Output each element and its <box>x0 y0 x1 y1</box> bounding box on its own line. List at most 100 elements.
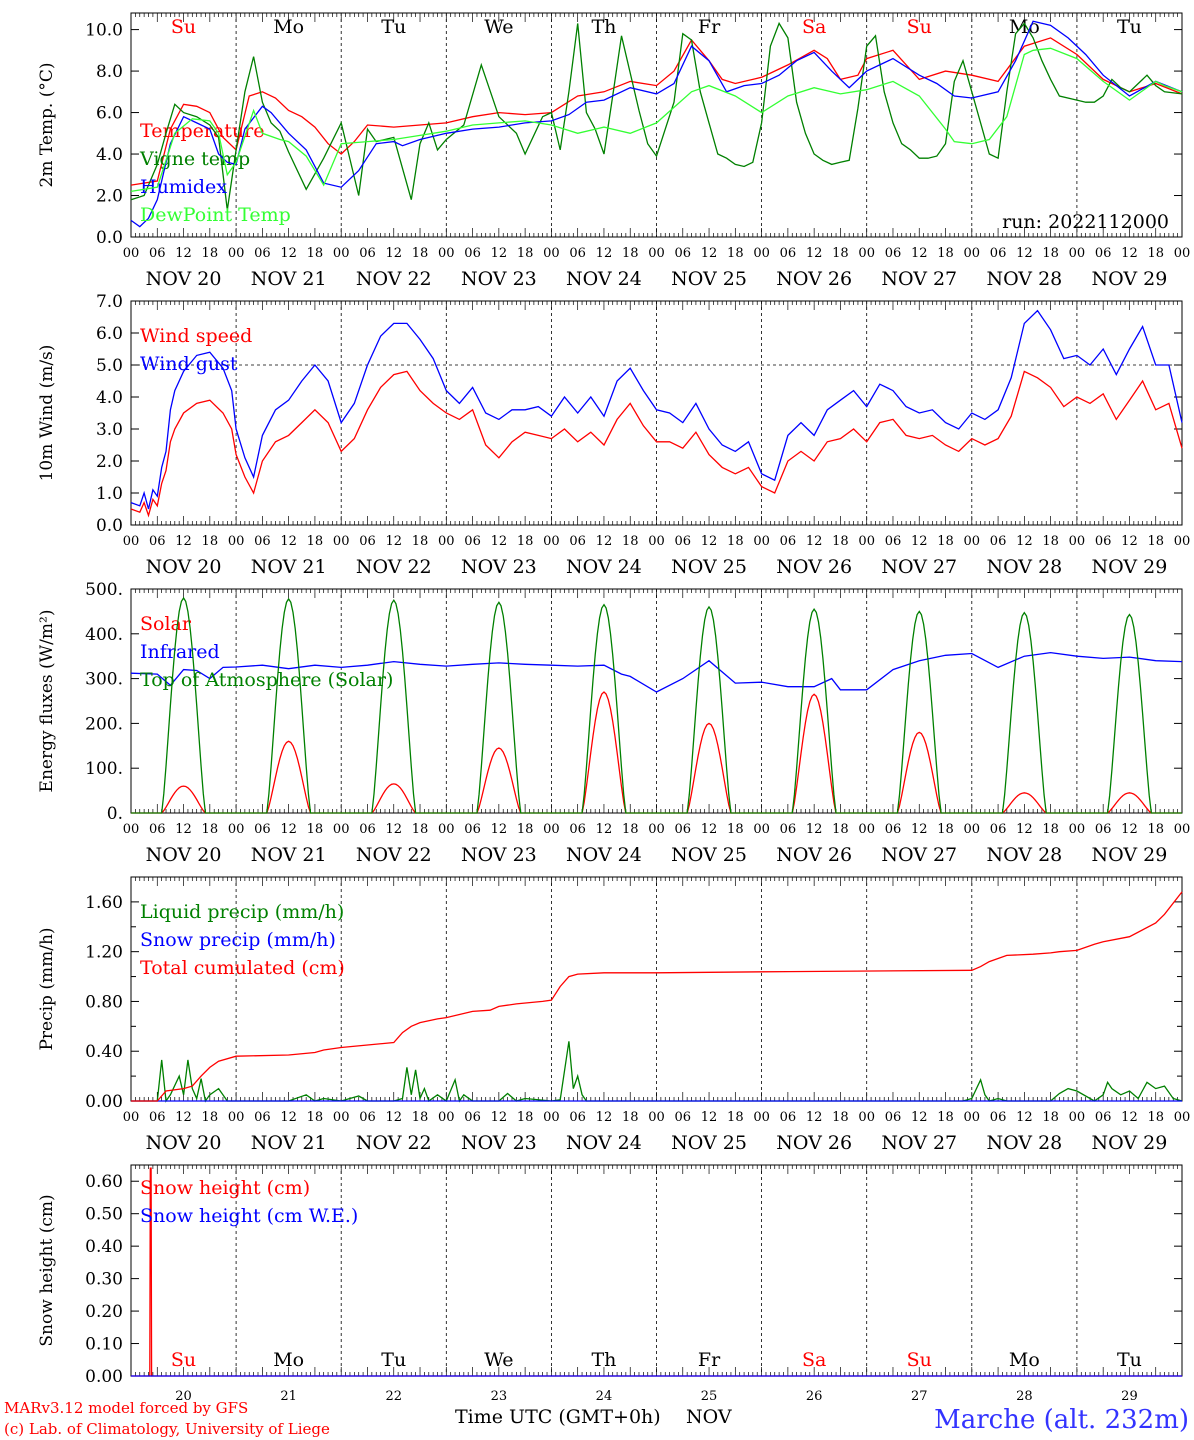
y-tick-label: 7.0 <box>96 292 123 312</box>
date-label: NOV 20 <box>146 1132 222 1154</box>
hour-tick-label: 00 <box>1069 534 1086 549</box>
date-label: NOV 29 <box>1092 556 1168 578</box>
date-label: NOV 22 <box>356 268 432 290</box>
date-label: NOV 25 <box>671 556 747 578</box>
hour-tick-label: 12 <box>175 822 192 837</box>
hour-tick-label: 00 <box>1174 822 1191 837</box>
hour-tick-label: 06 <box>885 246 902 261</box>
day-name-label: Su <box>907 16 932 38</box>
hour-tick-label: 18 <box>517 534 534 549</box>
legend-entry: Total cumulated (cm) <box>140 957 345 979</box>
hour-tick-label: 18 <box>1042 246 1059 261</box>
hour-tick-label: 12 <box>1016 246 1033 261</box>
y-tick-label: 0.60 <box>85 1172 123 1192</box>
hour-tick-label: 06 <box>464 1110 481 1125</box>
hour-tick-label: 18 <box>727 534 744 549</box>
y-tick-label: 4.0 <box>96 145 123 165</box>
hour-tick-label: 12 <box>491 246 508 261</box>
date-label: NOV 24 <box>566 844 642 866</box>
hour-tick-label: 18 <box>202 246 219 261</box>
hour-tick-label: 18 <box>937 246 954 261</box>
y-tick-label: 8.0 <box>96 62 123 82</box>
hour-tick-label: 00 <box>1174 246 1191 261</box>
hour-tick-label: 00 <box>1069 822 1086 837</box>
hour-tick-label: 00 <box>123 246 140 261</box>
series-line-blue <box>130 309 1183 510</box>
y-tick-label: 2.0 <box>96 452 123 472</box>
hour-tick-label: 06 <box>1095 246 1112 261</box>
hour-tick-label: 18 <box>307 822 324 837</box>
hour-tick-label: 06 <box>149 822 166 837</box>
day-name-label: Sa <box>802 16 826 38</box>
hour-tick-label: 12 <box>175 534 192 549</box>
hour-tick-label: 00 <box>333 534 350 549</box>
day-name-label: Fr <box>698 1349 721 1371</box>
y-tick-label: 0.00 <box>85 1367 123 1387</box>
y-tick-label: 100. <box>85 759 123 779</box>
hour-tick-label: 06 <box>569 246 586 261</box>
day-number-label: 26 <box>806 1389 823 1404</box>
hour-tick-label: 06 <box>780 822 797 837</box>
y-tick-label: 0.40 <box>85 1237 123 1257</box>
hour-tick-label: 00 <box>543 534 560 549</box>
hour-tick-label: 06 <box>569 822 586 837</box>
hour-tick-label: 18 <box>937 1110 954 1125</box>
date-label: NOV 24 <box>566 1132 642 1154</box>
legend-entry: Temperature <box>140 120 264 142</box>
hour-tick-label: 06 <box>780 1110 797 1125</box>
hour-tick-label: 00 <box>753 534 770 549</box>
series-line-red <box>131 891 1183 1102</box>
day-name-label: Mo <box>273 16 304 38</box>
hour-tick-label: 00 <box>1069 246 1086 261</box>
date-label: NOV 25 <box>671 1132 747 1154</box>
hour-tick-label: 00 <box>964 1110 981 1125</box>
hour-tick-label: 12 <box>701 822 718 837</box>
hour-tick-label: 12 <box>1121 822 1138 837</box>
date-label: NOV 28 <box>986 844 1062 866</box>
day-name-label: Fr <box>698 16 721 38</box>
hour-tick-label: 06 <box>885 534 902 549</box>
hour-tick-label: 06 <box>1095 822 1112 837</box>
date-label: NOV 26 <box>776 556 852 578</box>
date-label: NOV 27 <box>881 844 957 866</box>
hour-tick-label: 00 <box>228 1110 245 1125</box>
hour-tick-label: 18 <box>937 534 954 549</box>
hour-tick-label: 00 <box>858 246 875 261</box>
hour-tick-label: 12 <box>701 1110 718 1125</box>
date-label: NOV 25 <box>671 268 747 290</box>
wind-panel: 0.0 1.0 2.0 3.0 4.0 5.0 6.0 7.0 10m Wind (m/s) 00… <box>37 292 1190 578</box>
hour-tick-label: 18 <box>517 246 534 261</box>
hour-tick-label: 18 <box>727 1110 744 1125</box>
hour-tick-label: 12 <box>1016 1110 1033 1125</box>
hour-tick-label: 18 <box>517 1110 534 1125</box>
hour-tick-label: 18 <box>622 822 639 837</box>
legend-entry: Liquid precip (mm/h) <box>140 901 344 923</box>
hour-tick-label: 00 <box>753 246 770 261</box>
series-line-red <box>131 1167 1182 1377</box>
date-label: NOV 29 <box>1092 844 1168 866</box>
date-label: NOV 20 <box>146 844 222 866</box>
snow-height-panel: 0.00 0.10 0.20 0.30 0.40 0.50 0.60 Snow height … <box>37 1164 1183 1404</box>
hour-tick-label: 18 <box>622 534 639 549</box>
date-label: NOV 25 <box>671 844 747 866</box>
hour-tick-label: 12 <box>175 246 192 261</box>
hour-tick-label: 12 <box>385 246 402 261</box>
day-name-label: Sa <box>802 1349 826 1371</box>
hour-tick-label: 12 <box>911 534 928 549</box>
date-label: NOV 26 <box>776 844 852 866</box>
hour-tick-label: 06 <box>780 246 797 261</box>
hour-tick-label: 06 <box>464 246 481 261</box>
hour-tick-label: 00 <box>1069 1110 1086 1125</box>
date-label: NOV 28 <box>986 1132 1062 1154</box>
day-name-label: Mo <box>1009 1349 1040 1371</box>
credit-model: MARv3.12 model forced by GFS <box>4 1399 248 1417</box>
legend-entry: Solar <box>140 613 192 635</box>
y-tick-label: 10.0 <box>85 21 123 41</box>
precipitation-panel: 0.00 0.40 0.80 1.20 1.60 Precip (mm/h) 00 06 12 1… <box>37 876 1190 1154</box>
day-number-label: 21 <box>280 1389 297 1404</box>
date-label: NOV 26 <box>776 1132 852 1154</box>
hour-tick-label: 12 <box>491 822 508 837</box>
hour-tick-label: 18 <box>937 822 954 837</box>
day-number-label: 20 <box>175 1389 192 1404</box>
hour-tick-label: 06 <box>149 246 166 261</box>
